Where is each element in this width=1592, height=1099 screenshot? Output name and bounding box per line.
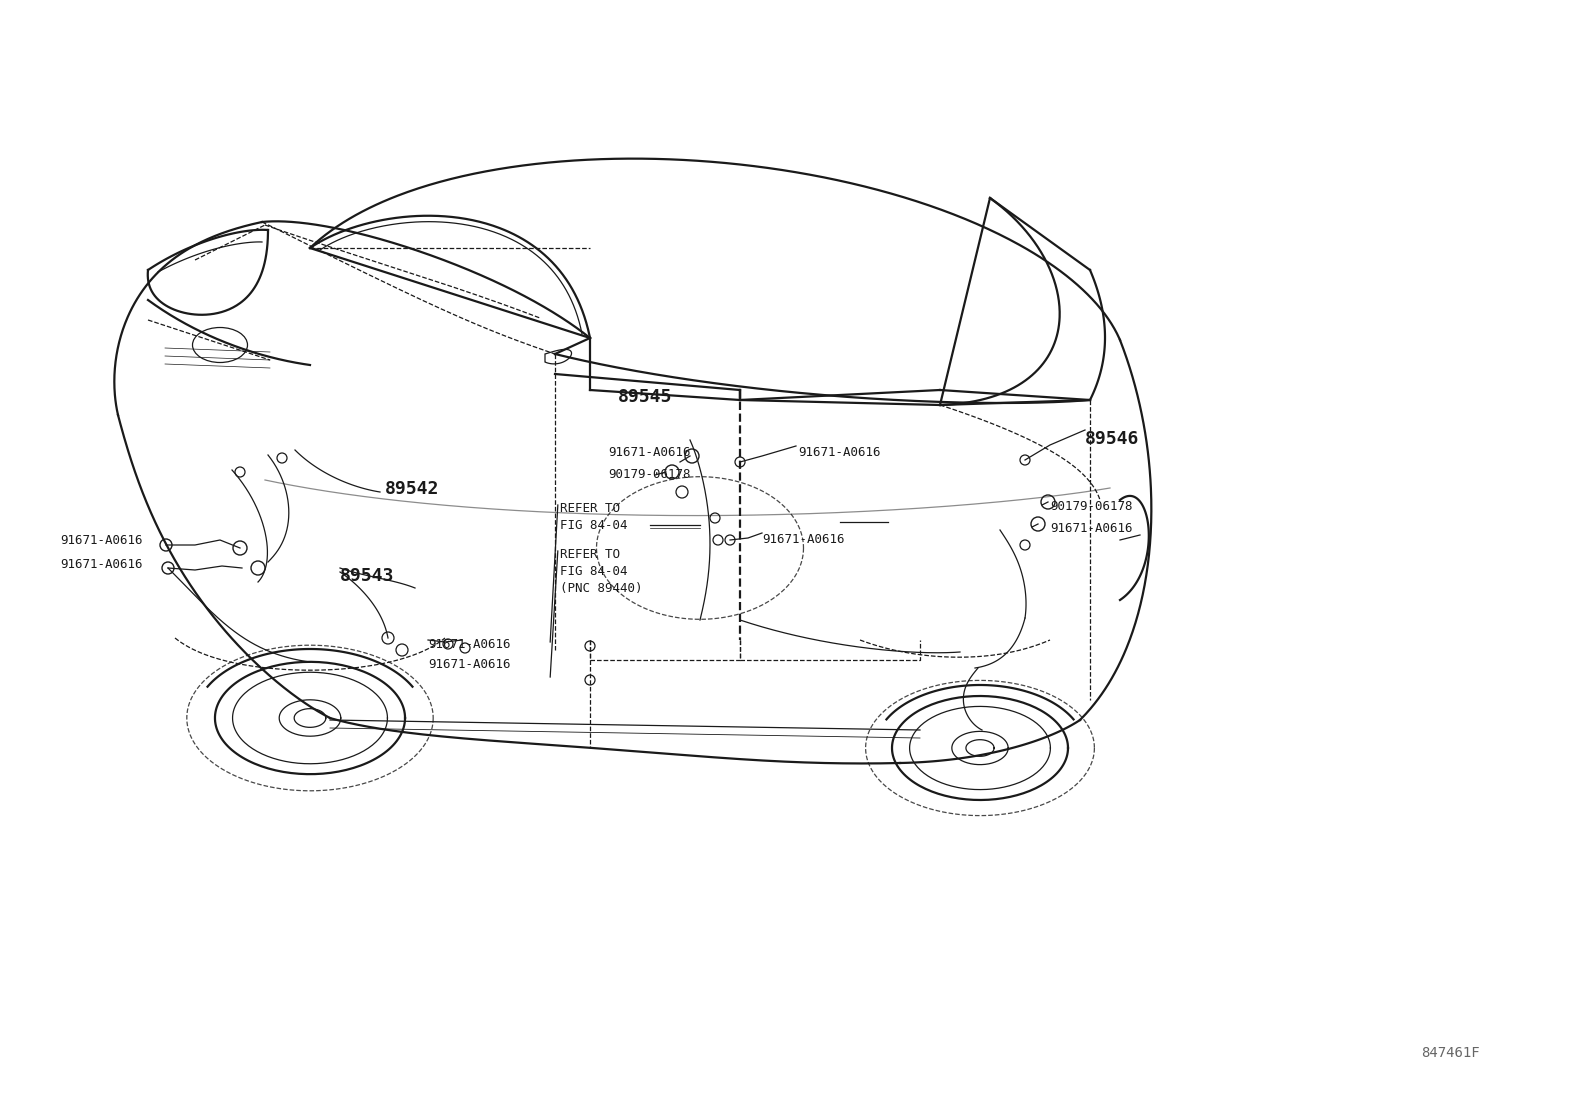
Text: 91671-A0616: 91671-A0616 bbox=[608, 446, 691, 459]
Text: 91671-A0616: 91671-A0616 bbox=[763, 533, 844, 546]
Circle shape bbox=[382, 632, 393, 644]
Circle shape bbox=[252, 560, 264, 575]
Text: 90179-06178: 90179-06178 bbox=[608, 468, 691, 481]
Text: 91671-A0616: 91671-A0616 bbox=[60, 558, 143, 571]
Circle shape bbox=[236, 467, 245, 477]
Text: 91671-A0616: 91671-A0616 bbox=[428, 658, 511, 671]
Circle shape bbox=[443, 639, 454, 650]
Text: 91671-A0616: 91671-A0616 bbox=[428, 639, 511, 651]
Text: 91671-A0616: 91671-A0616 bbox=[1051, 522, 1132, 535]
Circle shape bbox=[277, 453, 287, 463]
Circle shape bbox=[1041, 495, 1055, 509]
Circle shape bbox=[460, 643, 470, 653]
Circle shape bbox=[1020, 540, 1030, 550]
Circle shape bbox=[685, 449, 699, 463]
Circle shape bbox=[710, 513, 720, 523]
Circle shape bbox=[162, 562, 174, 574]
Circle shape bbox=[665, 465, 680, 479]
Circle shape bbox=[161, 539, 172, 551]
Circle shape bbox=[232, 541, 247, 555]
Text: 847461F: 847461F bbox=[1422, 1046, 1481, 1061]
Polygon shape bbox=[544, 349, 572, 364]
Circle shape bbox=[396, 644, 408, 656]
Circle shape bbox=[713, 535, 723, 545]
Circle shape bbox=[584, 675, 595, 685]
Circle shape bbox=[1032, 517, 1044, 531]
Text: REFER TO
FIG 84-04
(PNC 89440): REFER TO FIG 84-04 (PNC 89440) bbox=[560, 548, 643, 595]
Circle shape bbox=[677, 486, 688, 498]
Text: 89546: 89546 bbox=[1086, 430, 1140, 448]
Text: 89545: 89545 bbox=[618, 388, 672, 406]
Text: 91671-A0616: 91671-A0616 bbox=[60, 534, 143, 547]
Circle shape bbox=[736, 457, 745, 467]
Circle shape bbox=[584, 641, 595, 651]
Circle shape bbox=[1020, 455, 1030, 465]
Text: 90179-06178: 90179-06178 bbox=[1051, 500, 1132, 513]
Text: REFER TO
FIG 84-04: REFER TO FIG 84-04 bbox=[560, 502, 627, 532]
Text: 91671-A0616: 91671-A0616 bbox=[798, 446, 880, 459]
Text: 89542: 89542 bbox=[385, 480, 439, 498]
Text: 89543: 89543 bbox=[341, 567, 395, 585]
Circle shape bbox=[724, 535, 736, 545]
